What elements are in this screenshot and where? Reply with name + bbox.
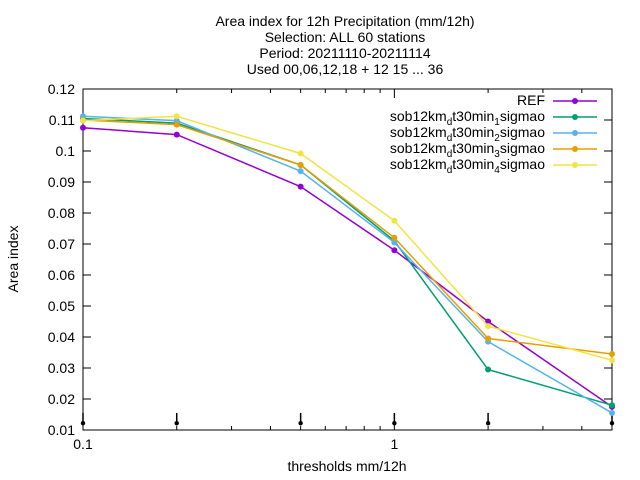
data-point (297, 161, 304, 168)
data-point (173, 121, 180, 128)
threshold-mark-dot (298, 420, 303, 426)
legend-label: sob12kmdt30min3sigmao (390, 140, 545, 160)
threshold-mark-dot (80, 420, 86, 426)
data-point (391, 247, 398, 254)
legend-swatch-marker (572, 162, 578, 168)
x-tick-label: 1 (390, 436, 398, 452)
data-point (609, 402, 615, 409)
series-line (82, 127, 613, 408)
data-point (485, 323, 492, 330)
y-tick-label: 0.05 (48, 298, 75, 314)
series-line (82, 119, 613, 355)
title-line-3: Period: 20211110-20211114 (259, 45, 430, 61)
legend-swatch-marker (572, 130, 578, 136)
x-tick-label: 0.1 (73, 436, 93, 452)
legend-label: sob12kmdt30min2sigmao (390, 124, 545, 144)
data-point (297, 168, 304, 175)
y-tick-label: 0.11 (49, 112, 75, 128)
data-point (80, 117, 86, 124)
x-axis-label: thresholds mm/12h (287, 458, 406, 474)
data-point (173, 131, 180, 138)
data-point (391, 234, 398, 241)
legend-swatch-marker (572, 114, 578, 120)
data-point (485, 318, 492, 325)
y-tick-label: 0.03 (48, 360, 75, 376)
y-tick-label: 0.1 (56, 143, 76, 159)
legend-swatch-marker (572, 98, 578, 104)
data-point (485, 366, 492, 373)
y-tick-label: 0.12 (48, 81, 75, 97)
data-point (391, 239, 398, 246)
title-line-1: Area index for 12h Precipitation (mm/12h… (215, 13, 474, 29)
y-tick-label: 0.07 (48, 236, 75, 252)
legend: REFsob12kmdt30min1sigmaosob12kmdt30min2s… (390, 92, 597, 176)
series-lines (80, 113, 615, 416)
y-tick-label: 0.08 (48, 205, 75, 221)
y-axis: 0.01 0.02 0.03 0.04 0.05 0.06 0.07 0.08 0.09 0.1 0… (48, 81, 612, 438)
legend-label: REF (517, 92, 545, 108)
threshold-mark-dot (392, 420, 397, 426)
data-point (485, 335, 492, 342)
series-line (82, 117, 613, 406)
series-line (82, 115, 613, 361)
data-point (609, 409, 615, 416)
y-tick-label: 0.09 (48, 174, 75, 190)
title-line-4: Used 00,06,12,18 + 12 15 ... 36 (247, 61, 444, 77)
data-point (297, 183, 304, 190)
data-point (297, 150, 304, 157)
legend-label: sob12kmdt30min1sigmao (390, 108, 545, 128)
legend-label: sob12kmdt30min4sigmao (390, 156, 545, 176)
threshold-markers (80, 412, 615, 426)
legend-swatch-marker (572, 146, 578, 152)
y-tick-label: 0.06 (48, 267, 75, 283)
threshold-mark-dot (609, 420, 615, 426)
threshold-mark-dot (485, 420, 491, 426)
threshold-mark-dot (174, 420, 179, 426)
data-point (609, 351, 615, 358)
y-axis-label: Area index (5, 226, 21, 293)
chart-title: Area index for 12h Precipitation (mm/12h… (215, 13, 474, 77)
y-tick-label: 0.02 (48, 391, 75, 407)
data-point (391, 217, 398, 224)
y-tick-label: 0.04 (48, 329, 75, 345)
y-tick-label: 0.01 (48, 422, 75, 438)
plot-area-frame (82, 88, 613, 431)
data-point (609, 357, 615, 364)
title-line-2: Selection: ALL 60 stations (265, 29, 426, 45)
data-point (173, 113, 180, 120)
series-line (82, 115, 613, 414)
data-point (80, 124, 86, 131)
